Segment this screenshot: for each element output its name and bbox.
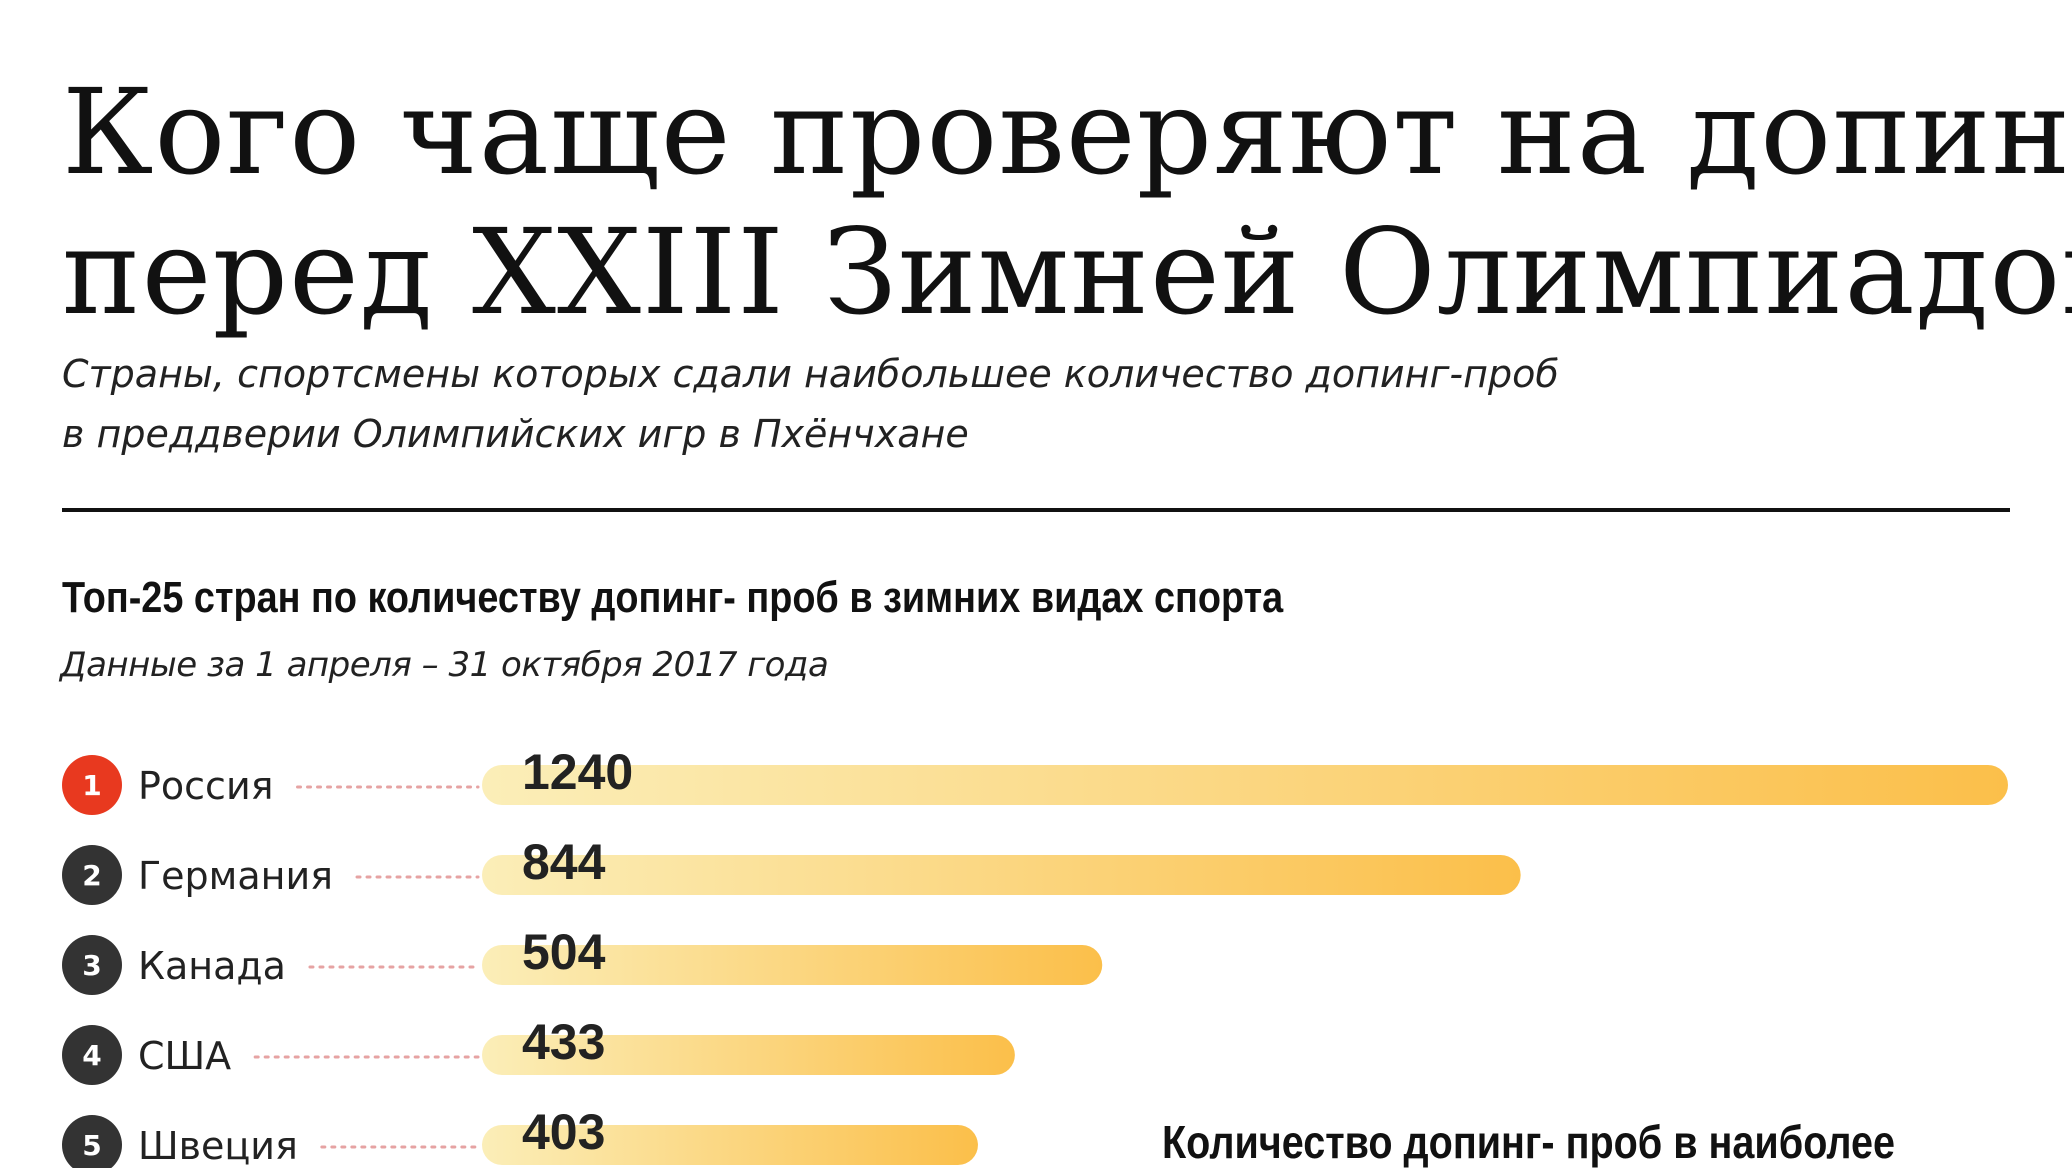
rank-label: 3	[82, 949, 101, 982]
data-label: 433	[522, 1014, 605, 1070]
category-label: Россия	[138, 764, 274, 808]
section-divider	[62, 508, 2010, 512]
rank-badge	[62, 755, 122, 815]
data-label: 844	[522, 834, 606, 890]
category-label: Германия	[138, 854, 333, 898]
bar	[482, 1035, 1015, 1075]
rank-label: 2	[82, 859, 101, 892]
rank-badge	[62, 935, 122, 995]
category-label: США	[138, 1034, 231, 1078]
page-subtitle-line-1: Страны, спортсмены которых сдали наиболь…	[62, 352, 1559, 396]
bar	[482, 855, 1521, 895]
category-label: Канада	[138, 944, 286, 988]
page-title: Кого чаще проверяют на допинг перед XXII…	[62, 62, 2072, 342]
category-label: Швеция	[138, 1124, 298, 1168]
second-chart-title: Количество допинг- проб в наиболее	[1162, 1116, 1895, 1168]
rank-badge	[62, 1115, 122, 1168]
page-title-line-2: перед XXIII Зимней Олимпиадой	[62, 203, 2072, 341]
rank-label: 5	[82, 1129, 101, 1162]
data-label: 1240	[522, 744, 633, 800]
page-title-line-1: Кого чаще проверяют на допинг	[62, 63, 2072, 201]
data-label: 504	[522, 924, 606, 980]
rank-label: 1	[82, 769, 101, 802]
chart-subtitle: Данные за 1 апреля – 31 октября 2017 год…	[60, 645, 829, 685]
page-subtitle: Страны, спортсмены которых сдали наиболь…	[62, 344, 1962, 464]
rank-badge	[62, 1025, 122, 1085]
rank-label: 4	[82, 1039, 101, 1072]
chart-rows: 1 Россия 1240 2 Германия 844 3 Канада 504 4 США 433…	[62, 744, 2008, 1168]
rank-badge	[62, 845, 122, 905]
bar	[482, 1125, 978, 1165]
bar	[482, 945, 1103, 985]
chart-title: Топ-25 стран по количеству допинг- проб …	[62, 573, 1284, 622]
data-label: 403	[522, 1104, 605, 1160]
page-subtitle-line-2: в преддверии Олимпийских игр в Пхёнчхане	[62, 412, 969, 456]
bar	[482, 765, 2008, 805]
